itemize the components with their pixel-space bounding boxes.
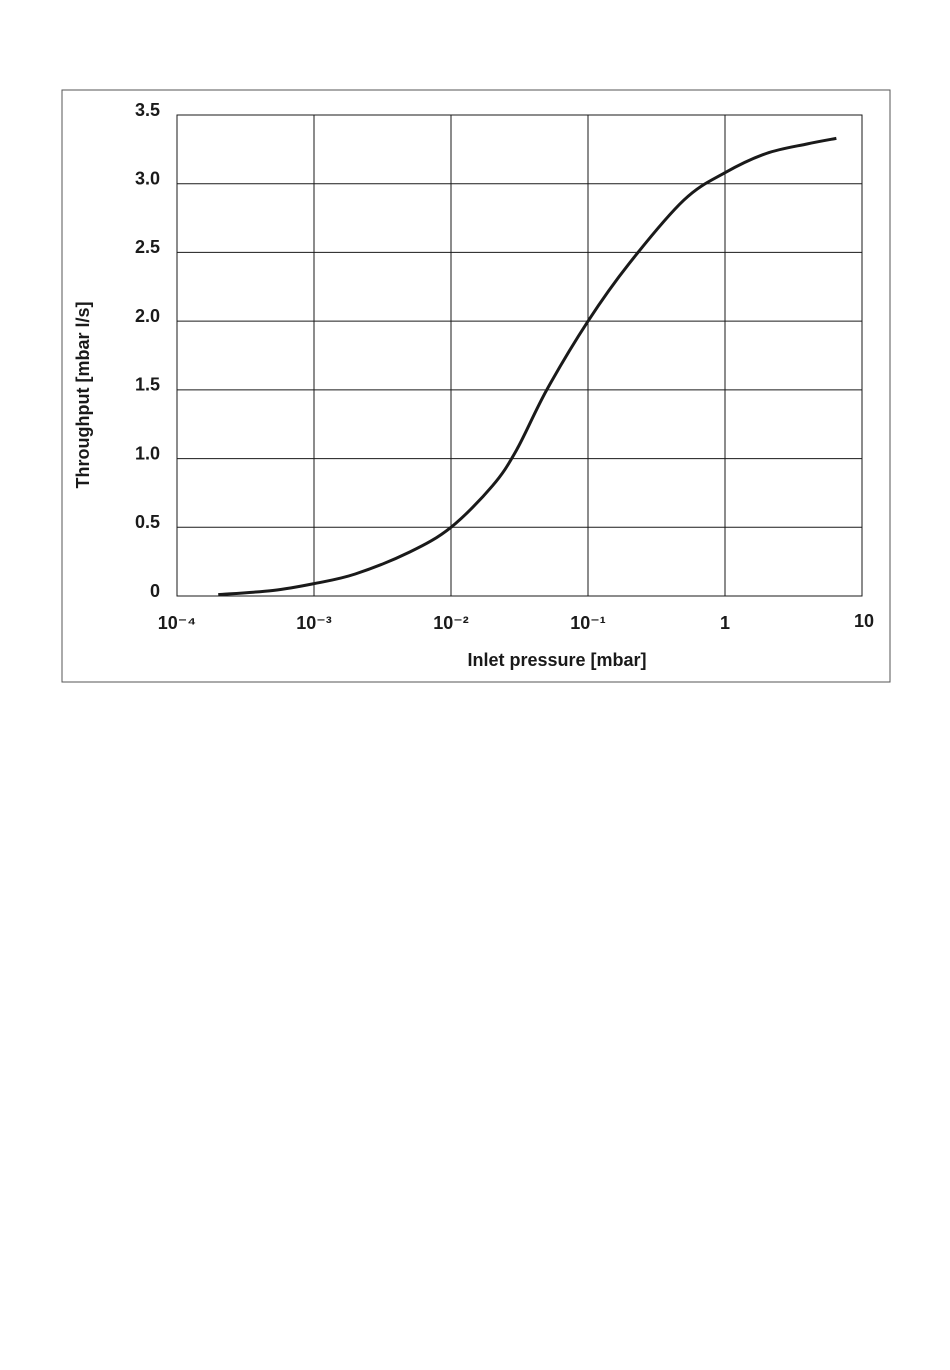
x-tick-label: 10⁻⁴ bbox=[158, 613, 196, 633]
y-tick-label: 3.5 bbox=[135, 100, 160, 120]
x-tick-label: 10 bbox=[854, 611, 874, 631]
frame bbox=[61, 89, 891, 683]
y-tick-label: 0 bbox=[150, 581, 160, 601]
x-axis-label: Inlet pressure [mbar] bbox=[467, 650, 646, 670]
x-tick-label: 10⁻³ bbox=[296, 613, 332, 633]
y-tick-label: 0.5 bbox=[135, 512, 160, 532]
y-tick-label: 2.0 bbox=[135, 306, 160, 326]
line bbox=[218, 136, 837, 597]
y-tick-label: 2.5 bbox=[135, 237, 160, 257]
plot-border bbox=[176, 114, 863, 597]
x-tick-label: 10⁻² bbox=[433, 613, 469, 633]
y-tick-label: 1.5 bbox=[135, 375, 160, 395]
x-tick-label: 1 bbox=[720, 613, 730, 633]
y-axis-label: Throughput [mbar l/s] bbox=[73, 302, 93, 489]
y-tick-label: 1.0 bbox=[135, 443, 160, 463]
y-tick-label: 3.0 bbox=[135, 168, 160, 188]
x-tick-label: 10⁻¹ bbox=[570, 613, 606, 633]
